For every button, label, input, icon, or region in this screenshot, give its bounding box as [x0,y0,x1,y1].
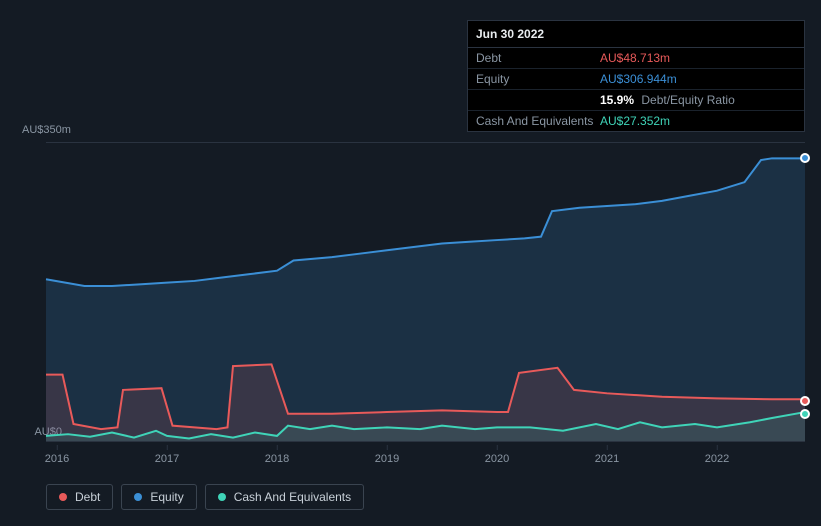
tooltip-value: AU$27.352m [600,114,670,128]
x-tick: 2021 [595,453,619,465]
tooltip-value: AU$306.944m [600,72,677,86]
tooltip-value-pct: 15.9% [600,93,634,107]
tooltip-label: Cash And Equivalents [476,114,600,128]
debt-dot-icon [59,493,67,501]
x-tick: 2016 [45,453,69,465]
legend-item-cash[interactable]: Cash And Equivalents [205,484,364,510]
tooltip-row-cash: Cash And Equivalents AU$27.352m [468,111,804,131]
tooltip-value: AU$48.713m [600,51,670,65]
equity-marker [800,153,810,163]
equity-dot-icon [134,493,142,501]
tooltip-row-ratio: 15.9% Debt/Equity Ratio [468,90,804,111]
y-axis-label-top: AU$350m [22,124,62,136]
chart-svg [46,143,805,441]
legend-label: Equity [150,490,183,504]
chart-tooltip: Jun 30 2022 Debt AU$48.713m Equity AU$30… [467,20,805,132]
tooltip-row-equity: Equity AU$306.944m [468,69,804,90]
tooltip-label: Debt [476,51,600,65]
legend-item-debt[interactable]: Debt [46,484,113,510]
tooltip-row-debt: Debt AU$48.713m [468,48,804,69]
x-axis: 2016 2017 2018 2019 2020 2021 2022 [46,450,805,475]
cash-marker [800,409,810,419]
legend-label: Cash And Equivalents [234,490,351,504]
debt-marker [800,396,810,406]
x-tick: 2018 [265,453,289,465]
tooltip-label [476,93,600,107]
cash-dot-icon [218,493,226,501]
x-tick: 2020 [485,453,509,465]
legend-label: Debt [75,490,100,504]
x-tick: 2022 [705,453,729,465]
legend-item-equity[interactable]: Equity [121,484,196,510]
tooltip-date: Jun 30 2022 [468,21,804,48]
tooltip-value-lbl: Debt/Equity Ratio [641,93,734,107]
tooltip-label: Equity [476,72,600,86]
x-tick: 2017 [155,453,179,465]
x-tick: 2019 [375,453,399,465]
chart-plot-area[interactable] [46,142,805,442]
legend: Debt Equity Cash And Equivalents [46,484,364,510]
chart-container: AU$350m AU$0 201620172018201920202021202… [16,120,805,510]
